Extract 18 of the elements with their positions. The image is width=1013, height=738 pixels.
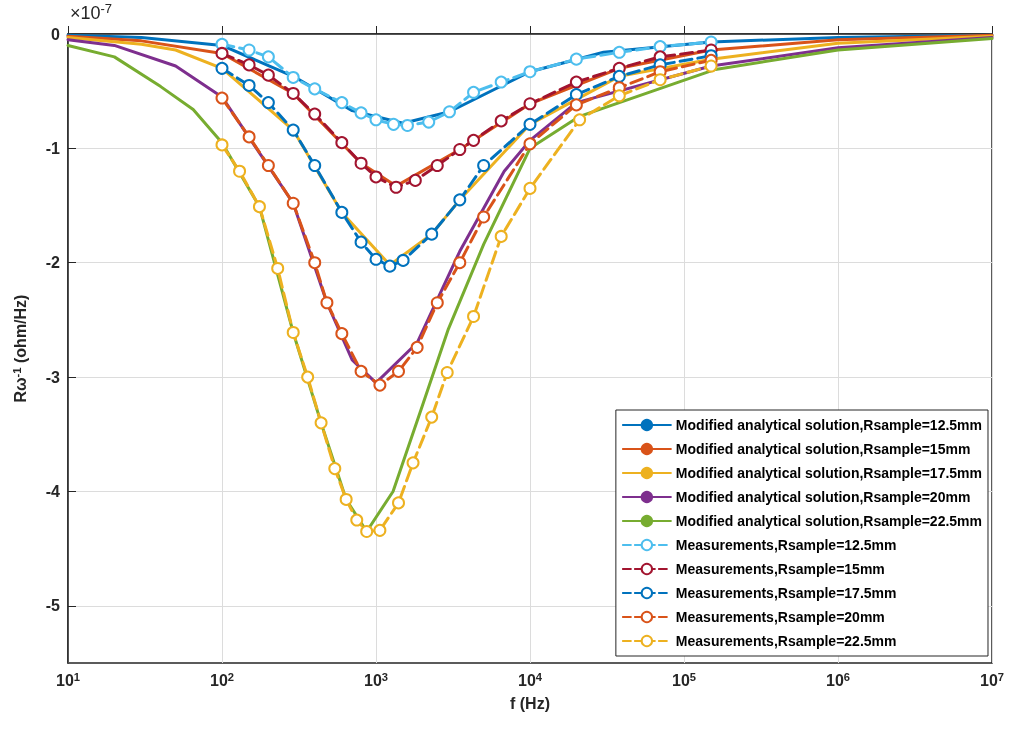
legend-label: Measurements,Rsample=17.5mm xyxy=(675,585,897,601)
legend-label: Measurements,Rsample=15mm xyxy=(675,561,885,577)
legend-label: Modified analytical solution,Rsample=17.5mm xyxy=(675,465,982,481)
y-tick-label: 0 xyxy=(51,25,61,43)
y-tick-label: -5 xyxy=(45,597,61,615)
y-axis-title: Rω-1 (ohm/Hz) xyxy=(10,294,29,403)
x-axis-title: f (Hz) xyxy=(510,694,550,712)
y-tick-label: -2 xyxy=(45,254,61,272)
legend-label: Measurements,Rsample=20mm xyxy=(675,609,885,625)
y-tick-label: -3 xyxy=(45,368,61,386)
y-tick-label: -1 xyxy=(45,139,61,157)
legend-label: Modified analytical solution,Rsample=12.5mm xyxy=(675,417,982,433)
legend-label: Modified analytical solution,Rsample=22.5mm xyxy=(675,513,982,529)
legend-label: Measurements,Rsample=12.5mm xyxy=(675,537,897,553)
legend-label: Modified analytical solution,Rsample=20mm xyxy=(675,489,971,505)
legend-label: Measurements,Rsample=22.5mm xyxy=(675,633,897,649)
legend-label: Modified analytical solution,Rsample=15mm xyxy=(675,441,971,457)
y-tick-label: -4 xyxy=(45,482,61,500)
